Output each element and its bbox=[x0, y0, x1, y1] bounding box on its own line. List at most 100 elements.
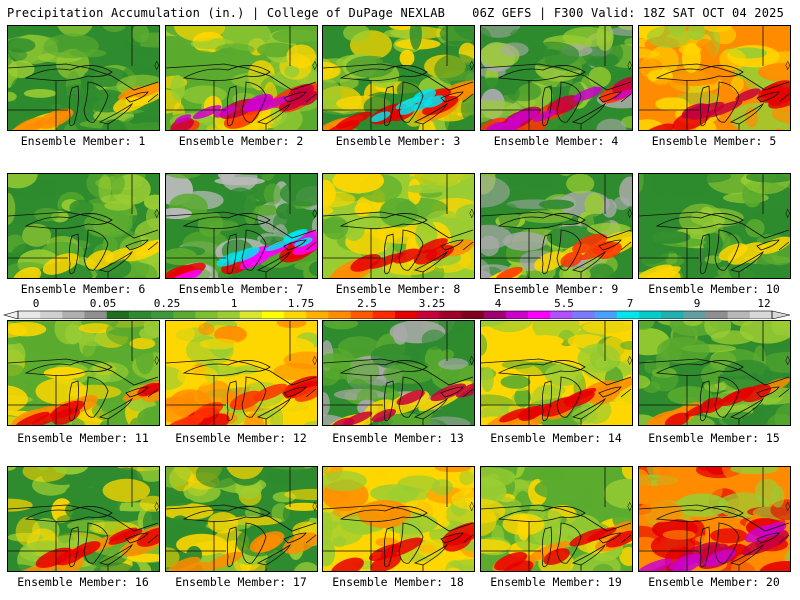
ensemble-member-map-10: ◊ bbox=[638, 173, 791, 279]
ensemble-member-caption-15: Ensemble Member: 15 bbox=[648, 431, 780, 445]
colorbar-swatch bbox=[62, 311, 86, 319]
ensemble-member-caption-2: Ensemble Member: 2 bbox=[178, 134, 304, 148]
svg-text:◊: ◊ bbox=[785, 208, 790, 219]
colorbar-max-arrow bbox=[771, 310, 791, 319]
colorbar-swatch bbox=[705, 311, 729, 319]
svg-text:◊: ◊ bbox=[469, 208, 474, 219]
colorbar-tick-label: 5.5 bbox=[554, 297, 574, 310]
colorbar-tick-label: 1.75 bbox=[287, 297, 315, 310]
colorbar-tick-label: 0.05 bbox=[89, 297, 117, 310]
colorbar-tick-label: 1 bbox=[230, 297, 238, 310]
svg-text:◊: ◊ bbox=[785, 501, 790, 512]
svg-text:◊: ◊ bbox=[627, 355, 632, 366]
colorbar-swatch bbox=[350, 311, 374, 319]
ensemble-member-map-20: ◊ bbox=[638, 466, 791, 572]
ensemble-member-caption-5: Ensemble Member: 5 bbox=[651, 134, 777, 148]
ensemble-member-map-12: ◊ bbox=[165, 320, 318, 426]
colorbar-swatch bbox=[239, 311, 263, 319]
colorbar-swatch bbox=[40, 311, 63, 319]
colorbar-swatch bbox=[528, 311, 551, 319]
colorbar-tick-label: 0 bbox=[32, 297, 40, 310]
ensemble-member-map-5: ◊ bbox=[638, 25, 791, 131]
colorbar-tick-label: 0.25 bbox=[153, 297, 181, 310]
colorbar-swatch bbox=[328, 311, 352, 319]
colorbar-swatch bbox=[372, 311, 396, 319]
ensemble-member-caption-3: Ensemble Member: 3 bbox=[335, 134, 461, 148]
colorbar-swatch bbox=[195, 311, 219, 319]
ensemble-member-map-1: ◊ bbox=[7, 25, 160, 131]
colorbar-tick-label: 7 bbox=[626, 297, 634, 310]
colorbar-swatch bbox=[395, 311, 418, 319]
ensemble-member-map-2: ◊ bbox=[165, 25, 318, 131]
chart-title: Precipitation Accumulation (in.) | Colle… bbox=[7, 6, 446, 20]
ensemble-member-caption-12: Ensemble Member: 12 bbox=[175, 431, 307, 445]
colorbar-swatch bbox=[749, 311, 773, 319]
colorbar-tick-label: 3.25 bbox=[418, 297, 446, 310]
colorbar-swatch bbox=[638, 311, 662, 319]
svg-text:◊: ◊ bbox=[312, 355, 317, 366]
ensemble-member-caption-19: Ensemble Member: 19 bbox=[490, 575, 622, 589]
svg-text:◊: ◊ bbox=[785, 60, 790, 71]
ensemble-member-caption-1: Ensemble Member: 1 bbox=[20, 134, 146, 148]
colorbar-swatch bbox=[439, 311, 463, 319]
svg-text:◊: ◊ bbox=[312, 208, 317, 219]
colorbar-swatch bbox=[106, 311, 130, 319]
ensemble-member-map-8: ◊ bbox=[322, 173, 475, 279]
ensemble-member-caption-4: Ensemble Member: 4 bbox=[493, 134, 619, 148]
ensemble-member-map-15: ◊ bbox=[638, 320, 791, 426]
colorbar-swatch bbox=[151, 311, 174, 319]
colorbar-tick-label: 2.5 bbox=[357, 297, 377, 310]
colorbar-swatch bbox=[505, 311, 529, 319]
colorbar-swatch bbox=[217, 311, 241, 319]
ensemble-member-map-9: ◊ bbox=[480, 173, 633, 279]
ensemble-member-map-11: ◊ bbox=[7, 320, 160, 426]
colorbar-swatch bbox=[18, 311, 41, 319]
colorbar-swatch bbox=[683, 311, 706, 319]
ensemble-member-caption-18: Ensemble Member: 18 bbox=[332, 575, 464, 589]
ensemble-member-map-14: ◊ bbox=[480, 320, 633, 426]
svg-text:◊: ◊ bbox=[154, 355, 159, 366]
svg-text:◊: ◊ bbox=[627, 208, 632, 219]
model-valid-time: 06Z GEFS | F300 Valid: 18Z SAT OCT 04 20… bbox=[472, 6, 784, 20]
ensemble-member-caption-6: Ensemble Member: 6 bbox=[20, 282, 146, 296]
ensemble-member-caption-17: Ensemble Member: 17 bbox=[175, 575, 307, 589]
ensemble-member-map-16: ◊ bbox=[7, 466, 160, 572]
ensemble-member-map-6: ◊ bbox=[7, 173, 160, 279]
colorbar-swatch bbox=[483, 311, 507, 319]
colorbar-swatch bbox=[661, 311, 684, 319]
svg-text:◊: ◊ bbox=[469, 60, 474, 71]
ensemble-member-map-13: ◊ bbox=[322, 320, 475, 426]
colorbar-swatch bbox=[550, 311, 573, 319]
colorbar-swatch bbox=[173, 311, 196, 319]
svg-text:◊: ◊ bbox=[785, 355, 790, 366]
precip-colorbar bbox=[2, 310, 791, 319]
colorbar-tick-label: 12 bbox=[757, 297, 771, 310]
ensemble-member-caption-16: Ensemble Member: 16 bbox=[17, 575, 149, 589]
ensemble-member-map-3: ◊ bbox=[322, 25, 475, 131]
svg-text:◊: ◊ bbox=[312, 60, 317, 71]
ensemble-member-caption-8: Ensemble Member: 8 bbox=[335, 282, 461, 296]
svg-text:◊: ◊ bbox=[154, 60, 159, 71]
colorbar-tick-label: 4 bbox=[494, 297, 502, 310]
ensemble-member-map-19: ◊ bbox=[480, 466, 633, 572]
svg-text:◊: ◊ bbox=[154, 208, 159, 219]
colorbar-swatch bbox=[417, 311, 440, 319]
colorbar-swatch bbox=[284, 311, 307, 319]
ensemble-member-map-7: ◊ bbox=[165, 173, 318, 279]
ensemble-member-map-4: ◊ bbox=[480, 25, 633, 131]
colorbar-swatch bbox=[261, 311, 285, 319]
ensemble-member-caption-10: Ensemble Member: 10 bbox=[648, 282, 780, 296]
ensemble-member-map-17: ◊ bbox=[165, 466, 318, 572]
ensemble-member-caption-13: Ensemble Member: 13 bbox=[332, 431, 464, 445]
ensemble-member-caption-7: Ensemble Member: 7 bbox=[178, 282, 304, 296]
svg-text:◊: ◊ bbox=[312, 501, 317, 512]
colorbar-swatch bbox=[128, 311, 152, 319]
colorbar-swatch bbox=[616, 311, 640, 319]
ensemble-member-map-18: ◊ bbox=[322, 466, 475, 572]
colorbar-swatch bbox=[572, 311, 596, 319]
colorbar-swatch bbox=[594, 311, 618, 319]
svg-text:◊: ◊ bbox=[627, 501, 632, 512]
ensemble-member-caption-20: Ensemble Member: 20 bbox=[648, 575, 780, 589]
svg-text:◊: ◊ bbox=[469, 355, 474, 366]
ensemble-member-caption-9: Ensemble Member: 9 bbox=[493, 282, 619, 296]
